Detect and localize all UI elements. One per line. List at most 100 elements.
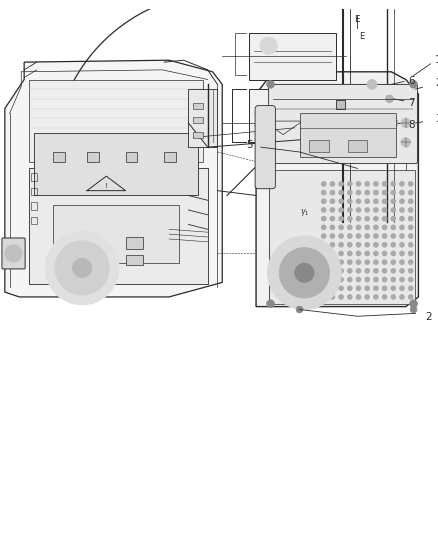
Circle shape xyxy=(330,208,335,212)
Bar xyxy=(31,173,37,181)
Circle shape xyxy=(357,234,360,238)
Bar xyxy=(87,152,99,161)
Circle shape xyxy=(385,95,393,103)
Text: !: ! xyxy=(105,183,108,189)
Circle shape xyxy=(391,208,396,212)
Circle shape xyxy=(330,286,335,290)
Bar xyxy=(343,149,351,157)
Text: 5: 5 xyxy=(246,140,253,150)
Circle shape xyxy=(374,260,378,264)
Circle shape xyxy=(339,286,343,290)
Text: 8: 8 xyxy=(408,120,414,130)
Circle shape xyxy=(357,182,360,186)
Circle shape xyxy=(400,216,404,221)
Circle shape xyxy=(339,260,343,264)
Circle shape xyxy=(330,243,335,247)
Circle shape xyxy=(410,306,417,313)
Circle shape xyxy=(357,252,360,256)
Circle shape xyxy=(409,225,413,230)
Text: 6: 6 xyxy=(408,76,414,86)
Circle shape xyxy=(409,199,413,204)
Circle shape xyxy=(357,199,360,204)
Circle shape xyxy=(357,286,360,290)
Circle shape xyxy=(55,241,109,295)
Bar xyxy=(126,255,143,265)
Circle shape xyxy=(401,138,411,147)
Circle shape xyxy=(400,243,404,247)
Circle shape xyxy=(391,182,396,186)
Polygon shape xyxy=(256,72,418,306)
Circle shape xyxy=(374,277,378,281)
Circle shape xyxy=(330,216,335,221)
Circle shape xyxy=(382,286,387,290)
Circle shape xyxy=(339,199,343,204)
Bar xyxy=(336,100,345,109)
Circle shape xyxy=(267,300,275,308)
Circle shape xyxy=(382,190,387,195)
Polygon shape xyxy=(5,60,222,297)
Circle shape xyxy=(260,37,277,54)
Circle shape xyxy=(382,225,387,230)
Circle shape xyxy=(365,252,369,256)
Text: 1: 1 xyxy=(435,55,438,65)
Circle shape xyxy=(365,243,369,247)
Circle shape xyxy=(409,208,413,212)
Circle shape xyxy=(339,182,343,186)
Bar xyxy=(29,79,203,161)
Bar xyxy=(268,171,416,304)
Circle shape xyxy=(374,269,378,273)
Circle shape xyxy=(409,216,413,221)
Text: E: E xyxy=(359,31,364,41)
Circle shape xyxy=(348,234,352,238)
Bar xyxy=(126,237,143,248)
Circle shape xyxy=(295,263,314,282)
Circle shape xyxy=(374,199,378,204)
Bar xyxy=(34,133,198,196)
Circle shape xyxy=(374,225,378,230)
Circle shape xyxy=(330,190,335,195)
Text: 7: 7 xyxy=(408,98,414,108)
Circle shape xyxy=(365,260,369,264)
Circle shape xyxy=(268,236,341,310)
Circle shape xyxy=(391,190,396,195)
Circle shape xyxy=(321,199,326,204)
Circle shape xyxy=(339,277,343,281)
Text: 2: 2 xyxy=(435,78,438,88)
Text: 2: 2 xyxy=(425,312,432,322)
Circle shape xyxy=(357,190,360,195)
Circle shape xyxy=(365,234,369,238)
Circle shape xyxy=(391,234,396,238)
Circle shape xyxy=(348,216,352,221)
Circle shape xyxy=(330,234,335,238)
Circle shape xyxy=(374,234,378,238)
Circle shape xyxy=(339,208,343,212)
Bar xyxy=(249,33,336,79)
Circle shape xyxy=(400,269,404,273)
Circle shape xyxy=(391,295,396,299)
Circle shape xyxy=(365,269,369,273)
Bar xyxy=(29,168,208,285)
Circle shape xyxy=(409,295,413,299)
Circle shape xyxy=(357,216,360,221)
Circle shape xyxy=(348,208,352,212)
Circle shape xyxy=(348,199,352,204)
Circle shape xyxy=(365,225,369,230)
Bar xyxy=(193,103,203,109)
Circle shape xyxy=(339,190,343,195)
Circle shape xyxy=(391,269,396,273)
Circle shape xyxy=(339,216,343,221)
Circle shape xyxy=(357,243,360,247)
Bar xyxy=(300,114,396,157)
Circle shape xyxy=(339,269,343,273)
Circle shape xyxy=(330,260,335,264)
Text: 3: 3 xyxy=(435,114,438,124)
Circle shape xyxy=(409,234,413,238)
Bar xyxy=(53,205,179,263)
Bar xyxy=(193,132,203,138)
Circle shape xyxy=(267,80,275,88)
Circle shape xyxy=(409,190,413,195)
Circle shape xyxy=(401,118,411,128)
Bar xyxy=(31,188,37,196)
Circle shape xyxy=(409,182,413,186)
Circle shape xyxy=(374,190,378,195)
